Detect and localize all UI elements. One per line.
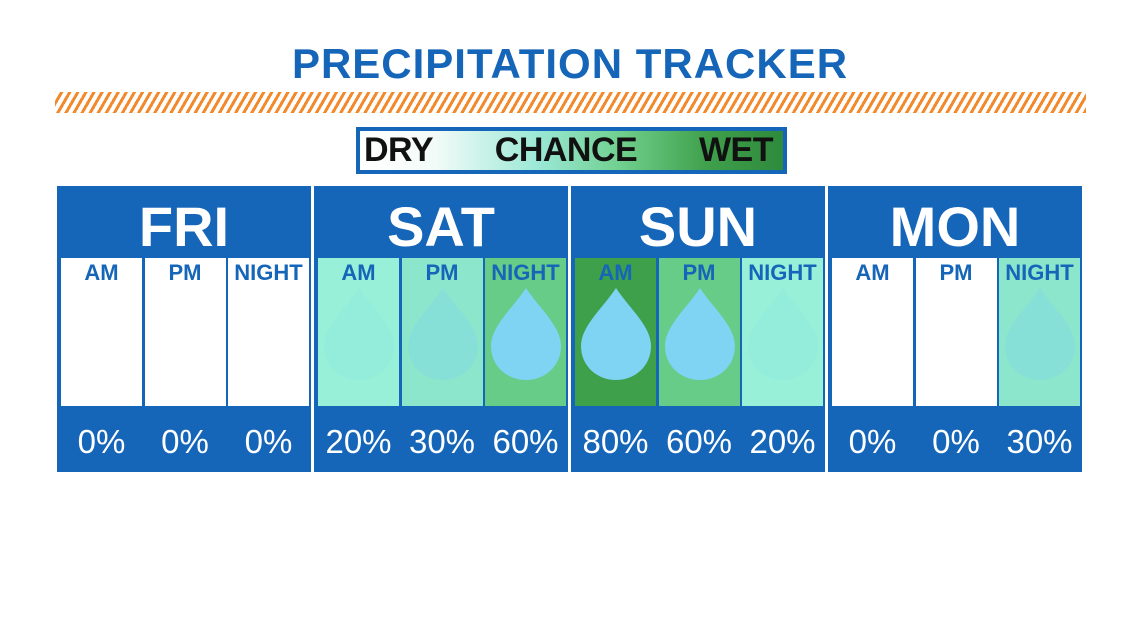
precip-percent: 0% — [244, 423, 293, 460]
raindrop-shape — [324, 288, 394, 380]
day-column-fri: FRI AM 0% PM 0% NIGHT 0% — [57, 186, 311, 472]
period-cell-am: AM — [575, 258, 656, 406]
period-label: AM — [341, 260, 376, 285]
precip-percent: 30% — [1006, 423, 1073, 460]
raindrop-icon — [748, 288, 818, 380]
period-cell-night: NIGHT — [228, 258, 309, 406]
precip-percent: 0% — [161, 423, 209, 460]
legend-wet-label: WET — [698, 131, 774, 169]
period-label: NIGHT — [491, 260, 560, 285]
period-cell-pm: PM — [915, 258, 997, 406]
period-label: AM — [84, 260, 119, 285]
period-cell-pm: PM — [658, 258, 740, 406]
period-label: PM — [939, 260, 973, 285]
period-cell-pm: PM — [144, 258, 226, 406]
raindrop-shape — [748, 288, 818, 380]
raindrop-icon — [491, 288, 561, 380]
precip-percent: 20% — [749, 423, 816, 460]
raindrop-icon — [324, 288, 394, 380]
legend-chance-label: CHANCE — [494, 131, 638, 169]
day-column-mon: MON AM 0% PM 0% NIGHT 30% — [828, 186, 1082, 472]
period-label: PM — [682, 260, 716, 285]
precip-percent: 20% — [325, 423, 392, 460]
precip-percent: 0% — [932, 423, 980, 460]
day-name: SAT — [387, 195, 495, 258]
period-label: PM — [425, 260, 459, 285]
raindrop-shape — [581, 288, 651, 380]
raindrop-icon — [407, 288, 478, 380]
raindrop-icon — [581, 288, 651, 380]
day-column-sun: SUN AM 80% PM 60% NIGHT 20% — [571, 186, 825, 472]
period-cell-am: AM — [832, 258, 913, 406]
period-cell-pm: PM — [401, 258, 483, 406]
period-cell-night: NIGHT — [485, 258, 566, 406]
precip-percent: 0% — [848, 423, 897, 460]
period-label: AM — [855, 260, 890, 285]
legend-bar: DRY CHANCE WET — [356, 127, 787, 174]
period-label: AM — [598, 260, 633, 285]
raindrop-shape — [407, 288, 478, 380]
precip-percent: 60% — [665, 423, 733, 460]
period-label: NIGHT — [748, 260, 817, 285]
period-cell-am: AM — [61, 258, 142, 406]
period-cell-night: NIGHT — [742, 258, 823, 406]
precip-percent: 80% — [582, 423, 649, 460]
page-title: PRECIPITATION TRACKER — [291, 40, 849, 87]
legend-gradient: DRY CHANCE WET — [360, 131, 783, 170]
raindrop-shape — [1005, 288, 1075, 380]
raindrop-shape — [664, 288, 735, 380]
day-column-sat: SAT AM 20% PM 30% NIGHT 60% — [314, 186, 568, 472]
precip-percent: 60% — [492, 423, 559, 460]
day-name: SUN — [638, 195, 758, 258]
period-label: NIGHT — [1005, 260, 1074, 285]
raindrop-icon — [664, 288, 735, 380]
period-label: PM — [168, 260, 202, 285]
precip-percent: 30% — [408, 423, 476, 460]
legend-dry-label: DRY — [364, 131, 434, 169]
period-cell-am: AM — [318, 258, 399, 406]
title-underline-stripe — [55, 92, 1086, 113]
day-name: FRI — [138, 195, 230, 258]
period-label: NIGHT — [234, 260, 303, 285]
period-cell-night: NIGHT — [999, 258, 1080, 406]
raindrop-icon — [1005, 288, 1075, 380]
raindrop-shape — [491, 288, 561, 380]
day-name: MON — [889, 195, 1021, 258]
precip-percent: 0% — [77, 423, 126, 460]
